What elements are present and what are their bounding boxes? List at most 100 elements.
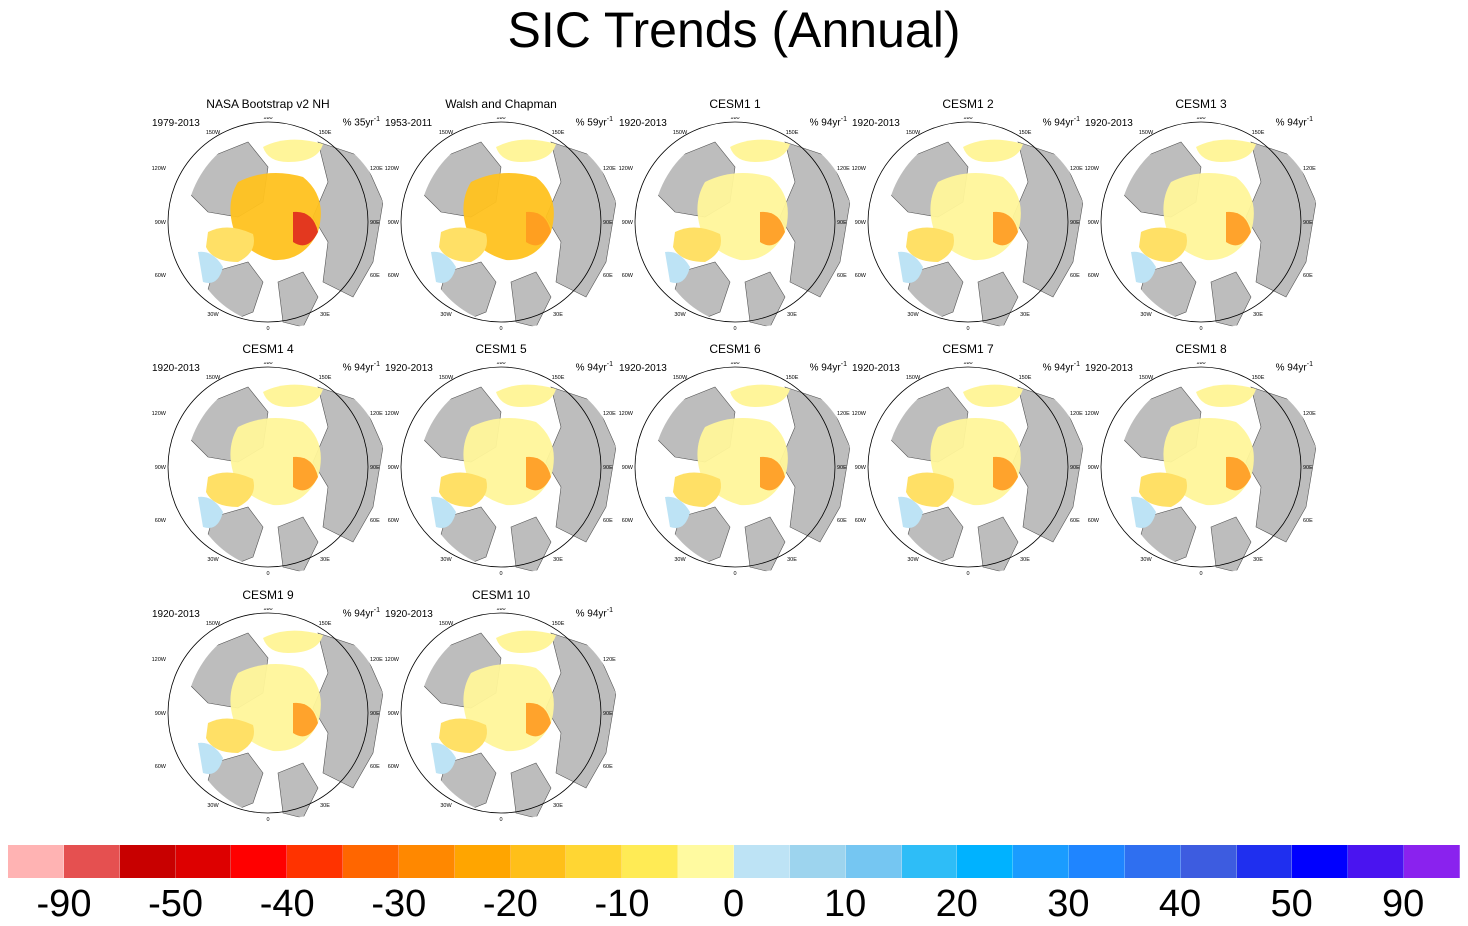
longitude-label: 0 (499, 326, 502, 332)
longitude-label: 90E (1303, 465, 1313, 471)
longitude-label: 60E (370, 764, 380, 770)
sea-ice-trend-region (431, 251, 456, 283)
map-panel: Walsh and Chapman 1953-2011 % 59yr-1 180 150… (383, 97, 619, 332)
longitude-label: 60W (1088, 518, 1100, 524)
panel-units: % 94yr-1 (1275, 361, 1313, 374)
polar-map: 180 150W 150E 120W 120E 90W 90E 60W 60E 30W 30E 0 (619, 117, 851, 332)
sea-ice-trend-region (439, 472, 487, 507)
colorbar-swatch (789, 845, 846, 878)
map-border (167, 612, 369, 814)
longitude-label: 0 (266, 571, 269, 577)
panel-units: % 94yr-1 (342, 607, 380, 620)
map-border (634, 366, 836, 568)
longitude-label: 60W (388, 764, 400, 770)
longitude-label: 90W (388, 711, 400, 717)
sea-ice-trend-region (730, 139, 790, 162)
sea-ice-trend-region (496, 384, 556, 407)
longitude-label: 90E (370, 220, 380, 226)
land-mass (312, 141, 384, 298)
colorbar-swatch (566, 845, 623, 878)
colorbar-swatch (1069, 845, 1125, 878)
colorbar-swatch (678, 845, 734, 878)
sea-ice-trend-region (906, 227, 954, 262)
longitude-label: 90W (155, 465, 167, 471)
sea-ice-trend-region (760, 456, 785, 491)
sea-ice-trend-region (496, 139, 556, 162)
sea-ice-trend-region (439, 227, 487, 262)
longitude-label: 180 (496, 117, 505, 121)
sea-ice-trend-region (1226, 456, 1251, 491)
longitude-label: 180 (963, 117, 972, 121)
panel-title: CESM1 4 (242, 342, 294, 356)
longitude-label: 60W (622, 273, 634, 279)
longitude-label: 150W (206, 621, 221, 627)
longitude-label: 90W (622, 220, 634, 226)
map-border (867, 366, 1069, 568)
longitude-label: 90E (603, 465, 613, 471)
sea-ice-trend-region (526, 456, 551, 491)
longitude-label: 0 (499, 571, 502, 577)
panel-title: CESM1 2 (942, 97, 994, 111)
panel-period: 1920-2013 (619, 118, 667, 129)
longitude-label: 150W (673, 130, 688, 136)
panel-title: NASA Bootstrap v2 NH (206, 97, 330, 111)
colorbar-tick-label: 90 (1382, 883, 1425, 925)
map-panel: CESM1 6 1920-2013% 94yr-1 180 150W 150E 120W 1… (617, 342, 853, 577)
longitude-label: 90W (155, 711, 167, 717)
longitude-label: 120E (1303, 166, 1316, 172)
polar-map: 180 150W 150E 120W 120E 90W 90E 60W 60E 30W 30E 0 (852, 117, 1084, 332)
panel-period: 1920-2013 (152, 363, 200, 374)
colorbar-tick-label: -30 (371, 883, 427, 925)
map-border (634, 121, 836, 323)
longitude-label: 60E (370, 518, 380, 524)
panel-units: % 94yr-1 (575, 361, 613, 374)
longitude-label: 60W (388, 518, 400, 524)
panel-period: 1920-2013 (1085, 118, 1133, 129)
colorbar-tick-label: 20 (935, 883, 978, 925)
longitude-label: 30E (787, 312, 797, 318)
longitude-label: 120E (370, 411, 383, 417)
colorbar-tick-label: -50 (148, 883, 204, 925)
sea-ice-trend-region (1131, 496, 1156, 528)
panel-units: % 94yr-1 (1042, 361, 1080, 374)
longitude-label: 180 (496, 608, 505, 612)
colorbar-swatch (175, 845, 232, 878)
longitude-label: 150W (439, 375, 454, 381)
panel-period: 1920-2013 (852, 363, 900, 374)
longitude-label: 60E (1303, 273, 1313, 279)
longitude-label: 150E (319, 130, 332, 136)
map-border (167, 366, 369, 568)
polar-map: 180 150W 150E 120W 120E 90W 90E 60W 60E 30W 30E 0 (385, 117, 617, 332)
longitude-label: 180 (263, 362, 272, 366)
colorbar-tick-label: -90 (36, 883, 92, 925)
longitude-label: 150E (1252, 375, 1265, 381)
longitude-label: 120W (385, 657, 400, 663)
longitude-label: 60E (1303, 518, 1313, 524)
longitude-label: 0 (266, 817, 269, 823)
longitude-label: 150W (439, 621, 454, 627)
longitude-label: 180 (730, 117, 739, 121)
panel-title: CESM1 8 (1175, 342, 1227, 356)
sea-ice-trend-region (439, 718, 487, 753)
longitude-label: 30W (440, 803, 452, 809)
sea-ice-trend-region (898, 251, 923, 283)
longitude-label: 120E (370, 166, 383, 172)
longitude-label: 150E (319, 621, 332, 627)
sea-ice-trend-region (993, 211, 1018, 246)
panel-period: 1953-2011 (385, 118, 433, 129)
longitude-label: 90E (370, 711, 380, 717)
longitude-label: 90E (603, 711, 613, 717)
longitude-label: 120W (1085, 411, 1100, 417)
colorbar-swatch (901, 845, 958, 878)
longitude-label: 180 (1196, 362, 1205, 366)
longitude-label: 0 (966, 571, 969, 577)
longitude-label: 150E (1252, 130, 1265, 136)
sea-ice-trend-region (760, 211, 785, 246)
longitude-label: 60W (155, 764, 167, 770)
panel-title: CESM1 7 (942, 342, 994, 356)
panel-period: 1920-2013 (385, 363, 433, 374)
colorbar-swatch (231, 845, 288, 878)
panel-title: CESM1 3 (1175, 97, 1227, 111)
sea-ice-trend-region (293, 456, 318, 491)
sea-ice-trend-region (673, 227, 721, 262)
